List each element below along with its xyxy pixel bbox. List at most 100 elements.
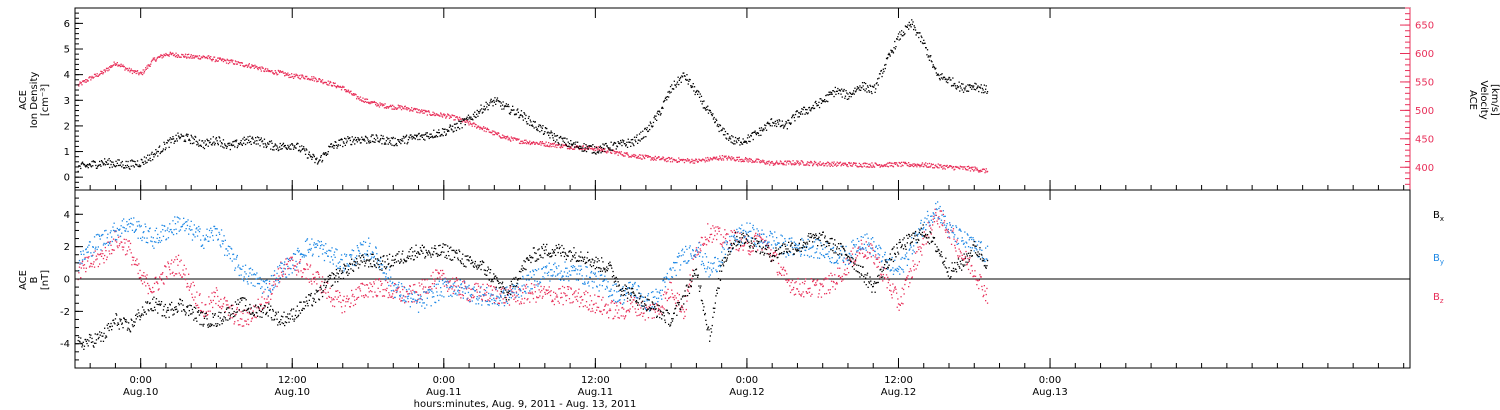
bz-point xyxy=(716,238,718,241)
velocity-point xyxy=(766,160,768,163)
density-point xyxy=(340,138,342,141)
density-point xyxy=(328,145,330,147)
bz-point xyxy=(370,283,372,285)
bz-point xyxy=(665,293,667,295)
velocity-point xyxy=(232,59,234,62)
bz-point xyxy=(283,267,285,270)
velocity-point xyxy=(726,159,728,161)
by-point xyxy=(265,280,267,282)
density-point xyxy=(635,136,638,138)
velocity-point xyxy=(387,107,389,109)
velocity-point xyxy=(362,97,364,99)
velocity-point xyxy=(198,58,200,60)
bz-point xyxy=(217,295,219,298)
velocity-point xyxy=(113,61,115,63)
velocity-point xyxy=(880,165,882,167)
by-point xyxy=(381,264,384,266)
density-point xyxy=(941,73,943,75)
by-point xyxy=(195,231,197,233)
density-point xyxy=(507,103,509,106)
by-point xyxy=(159,241,161,243)
velocity-point xyxy=(652,157,654,159)
bz-point xyxy=(613,302,615,304)
density-point xyxy=(251,137,253,140)
density-point xyxy=(538,124,540,126)
velocity-point xyxy=(940,164,942,166)
bz-point xyxy=(791,279,794,282)
velocity-point xyxy=(873,166,876,168)
bz-point xyxy=(800,294,802,296)
velocity-point xyxy=(516,138,518,140)
by-point xyxy=(308,251,310,253)
density-point xyxy=(537,125,540,128)
density-point xyxy=(966,90,968,92)
density-point xyxy=(273,149,275,151)
velocity-point xyxy=(308,78,310,80)
density-point xyxy=(261,140,264,142)
density-point xyxy=(479,109,482,111)
density-point xyxy=(547,131,549,133)
bz-point xyxy=(544,293,547,295)
density-point xyxy=(504,105,506,107)
velocity-point xyxy=(971,168,973,171)
by-point xyxy=(173,229,175,231)
density-point xyxy=(239,142,242,144)
density-point xyxy=(541,127,543,129)
density-point xyxy=(401,138,403,140)
bz-point xyxy=(125,238,127,241)
velocity-point xyxy=(759,162,761,164)
velocity-point xyxy=(375,104,377,106)
velocity-point xyxy=(219,57,221,59)
velocity-point xyxy=(673,158,675,160)
bz-point xyxy=(698,251,700,253)
density-point xyxy=(827,100,829,103)
bz-point xyxy=(279,281,281,283)
velocity-point xyxy=(779,163,781,165)
bz-point xyxy=(437,271,439,274)
density-point xyxy=(440,135,442,137)
velocity-point xyxy=(942,165,944,167)
bz-point xyxy=(386,287,388,290)
density-point xyxy=(555,135,557,137)
density-point xyxy=(434,135,436,138)
density-point xyxy=(955,87,957,89)
bz-point xyxy=(100,255,103,257)
density-point xyxy=(332,146,334,148)
bz-point xyxy=(670,282,672,284)
bz-point xyxy=(196,304,199,306)
velocity-point xyxy=(503,135,505,137)
density-point xyxy=(921,36,923,39)
density-point xyxy=(554,141,557,143)
density-point xyxy=(730,141,732,143)
velocity-point xyxy=(577,146,579,148)
bz-point xyxy=(750,251,752,253)
density-point xyxy=(609,149,612,151)
velocity-point xyxy=(553,143,555,145)
velocity-point xyxy=(117,65,119,67)
bz-point xyxy=(167,262,170,265)
velocity-point xyxy=(861,166,864,168)
density-point xyxy=(703,100,705,102)
by-point xyxy=(239,268,242,270)
velocity-point xyxy=(198,55,201,57)
density-point xyxy=(325,154,327,156)
density-point xyxy=(894,40,896,43)
velocity-point xyxy=(104,71,106,73)
bz-point xyxy=(205,303,207,306)
density-point xyxy=(488,104,490,106)
bz-point xyxy=(342,299,345,302)
by-point xyxy=(258,282,260,285)
density-point xyxy=(767,121,769,123)
density-point xyxy=(311,158,313,160)
density-point xyxy=(736,141,738,144)
bz-point xyxy=(892,291,895,293)
bz-point xyxy=(363,296,365,299)
velocity-point xyxy=(729,156,731,159)
velocity-tick-label: 650 xyxy=(1415,21,1434,32)
velocity-point xyxy=(857,166,859,168)
bz-point xyxy=(393,290,395,292)
bz-point xyxy=(121,246,123,248)
bz-point xyxy=(520,302,523,305)
velocity-point xyxy=(870,166,872,168)
velocity-point xyxy=(710,158,713,160)
